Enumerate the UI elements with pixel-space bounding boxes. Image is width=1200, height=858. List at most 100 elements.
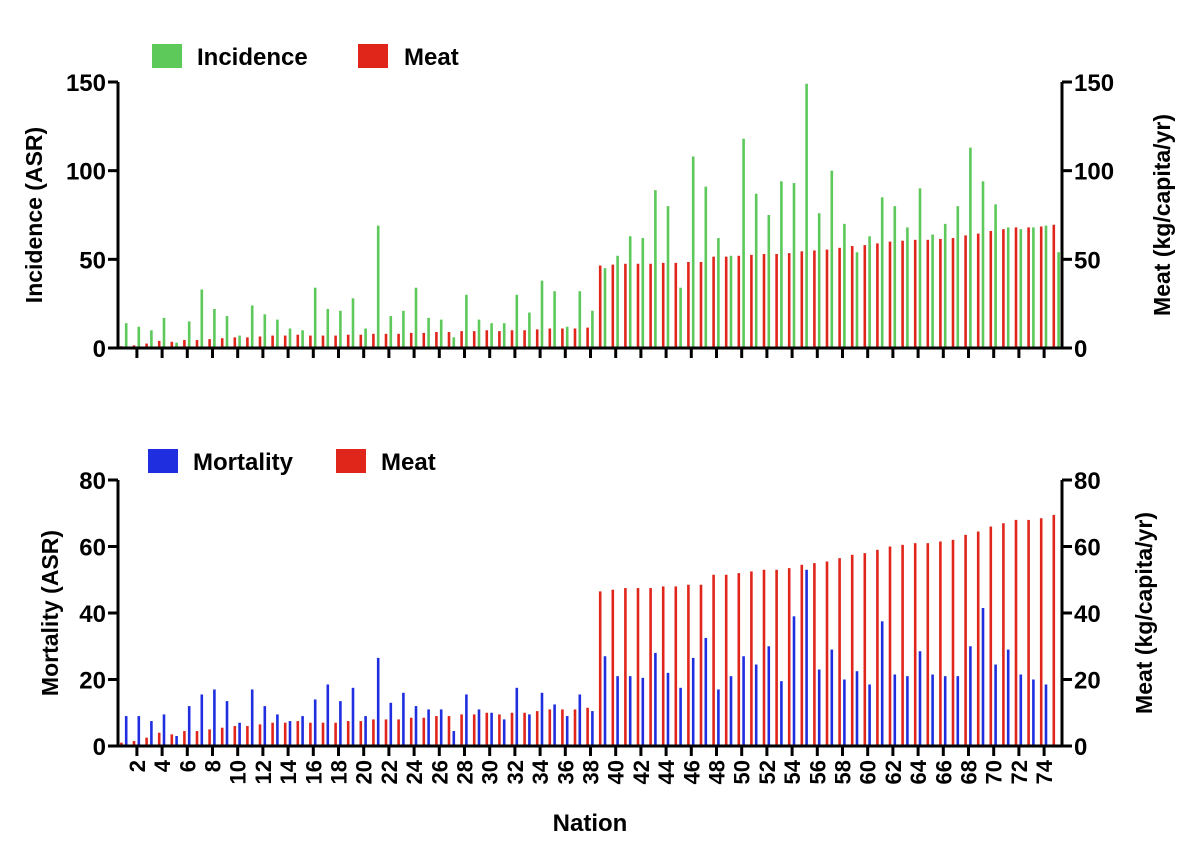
bar-meat: [485, 712, 489, 746]
bar-meat: [460, 331, 463, 348]
bar-mortality: [276, 714, 279, 746]
bar-mortality: [376, 657, 380, 746]
legend-swatch-meat: [358, 44, 388, 68]
bar-incidence: [893, 206, 897, 348]
x-tick-label: 74: [1032, 759, 1057, 784]
bar-meat: [775, 569, 778, 746]
bar-meat: [435, 716, 438, 746]
bar-incidence: [339, 310, 342, 348]
bar-meat: [800, 251, 804, 348]
bar-meat: [989, 230, 993, 348]
bar-meat: [246, 726, 249, 746]
bar-incidence: [754, 193, 758, 348]
bar-meat: [699, 584, 703, 746]
y-tick-label-right: 20: [1074, 668, 1101, 695]
bar-mortality: [893, 674, 897, 746]
bar-mortality: [754, 664, 758, 746]
bar-mortality: [364, 716, 367, 746]
bar-incidence: [427, 317, 430, 348]
bar-meat: [233, 337, 237, 348]
bar-meat: [1002, 523, 1005, 746]
bar-meat: [1027, 227, 1030, 348]
bar-meat: [787, 568, 791, 746]
bar-incidence: [1032, 227, 1035, 348]
bar-meat: [220, 727, 224, 746]
bar-meat: [220, 338, 224, 348]
bar-meat: [321, 722, 325, 746]
bar-mortality: [830, 649, 834, 746]
x-tick-label: 26: [427, 760, 452, 784]
bar-mortality: [981, 608, 985, 746]
bar-mortality: [150, 721, 153, 746]
bar-meat: [863, 553, 867, 746]
y-tick-label-left: 50: [79, 247, 106, 274]
bar-incidence: [855, 252, 859, 348]
bar-incidence: [187, 321, 191, 348]
bar-meat: [1052, 224, 1056, 348]
bar-mortality: [805, 569, 808, 746]
bar-incidence: [515, 294, 519, 348]
bar-meat: [1014, 227, 1018, 348]
bar-incidence: [742, 138, 745, 348]
bar-meat: [472, 714, 476, 746]
bar-meat: [397, 719, 400, 746]
bar-meat: [737, 255, 741, 348]
bar-meat: [145, 737, 148, 746]
bar-incidence: [792, 183, 796, 348]
bar-meat: [737, 573, 741, 746]
x-tick-label: 68: [957, 760, 982, 784]
bar-mortality: [339, 701, 342, 746]
bar-mortality: [855, 671, 859, 746]
bar-incidence: [238, 335, 241, 348]
bar-meat: [939, 541, 942, 746]
bar-meat: [384, 333, 388, 348]
bar-incidence: [691, 156, 695, 348]
bar-meat: [183, 731, 186, 746]
y-tick-label-left: 150: [66, 70, 106, 97]
bar-meat: [346, 721, 350, 746]
bar-meat: [157, 732, 161, 746]
x-tick-label: 10: [226, 760, 251, 784]
bar-meat: [762, 569, 766, 746]
bar-meat: [649, 588, 652, 746]
bar-incidence: [124, 323, 128, 348]
bar-mortality: [1044, 684, 1048, 746]
bar-meat: [850, 246, 854, 348]
bar-meat: [989, 526, 993, 746]
bar-meat: [636, 588, 640, 746]
bar-meat: [397, 333, 400, 348]
bar-meat: [624, 588, 627, 746]
bar-meat: [712, 574, 715, 746]
bar-meat: [636, 263, 640, 348]
bar-meat: [687, 584, 690, 746]
bar-meat: [233, 726, 237, 746]
bar-incidence: [376, 225, 380, 348]
bar-incidence: [956, 206, 960, 348]
bar-mortality: [301, 716, 304, 746]
bar-meat: [876, 549, 879, 746]
bar-mortality: [943, 676, 947, 746]
bar-meat: [447, 716, 451, 746]
bar-mortality: [502, 719, 506, 746]
bar-mortality: [414, 706, 418, 746]
bar-incidence: [439, 319, 443, 348]
bar-incidence: [502, 323, 506, 348]
y-tick-label-right: 60: [1074, 535, 1101, 562]
bar-mortality: [679, 687, 682, 746]
bar-mortality: [868, 684, 871, 746]
bar-mortality: [1019, 674, 1023, 746]
bar-mortality: [817, 669, 821, 746]
bar-meat: [195, 731, 199, 746]
bar-incidence: [704, 186, 708, 348]
y-tick-label-left: 20: [79, 668, 106, 695]
bar-meat: [624, 263, 627, 348]
bar-mortality: [515, 687, 519, 746]
legend-label-meat: Meat: [404, 44, 459, 71]
bar-meat: [523, 712, 526, 746]
bar-meat: [850, 554, 854, 746]
bar-incidence: [414, 287, 418, 348]
bar-meat: [498, 331, 501, 348]
y-tick-label-right: 0: [1074, 734, 1087, 761]
bar-meat: [913, 239, 917, 348]
